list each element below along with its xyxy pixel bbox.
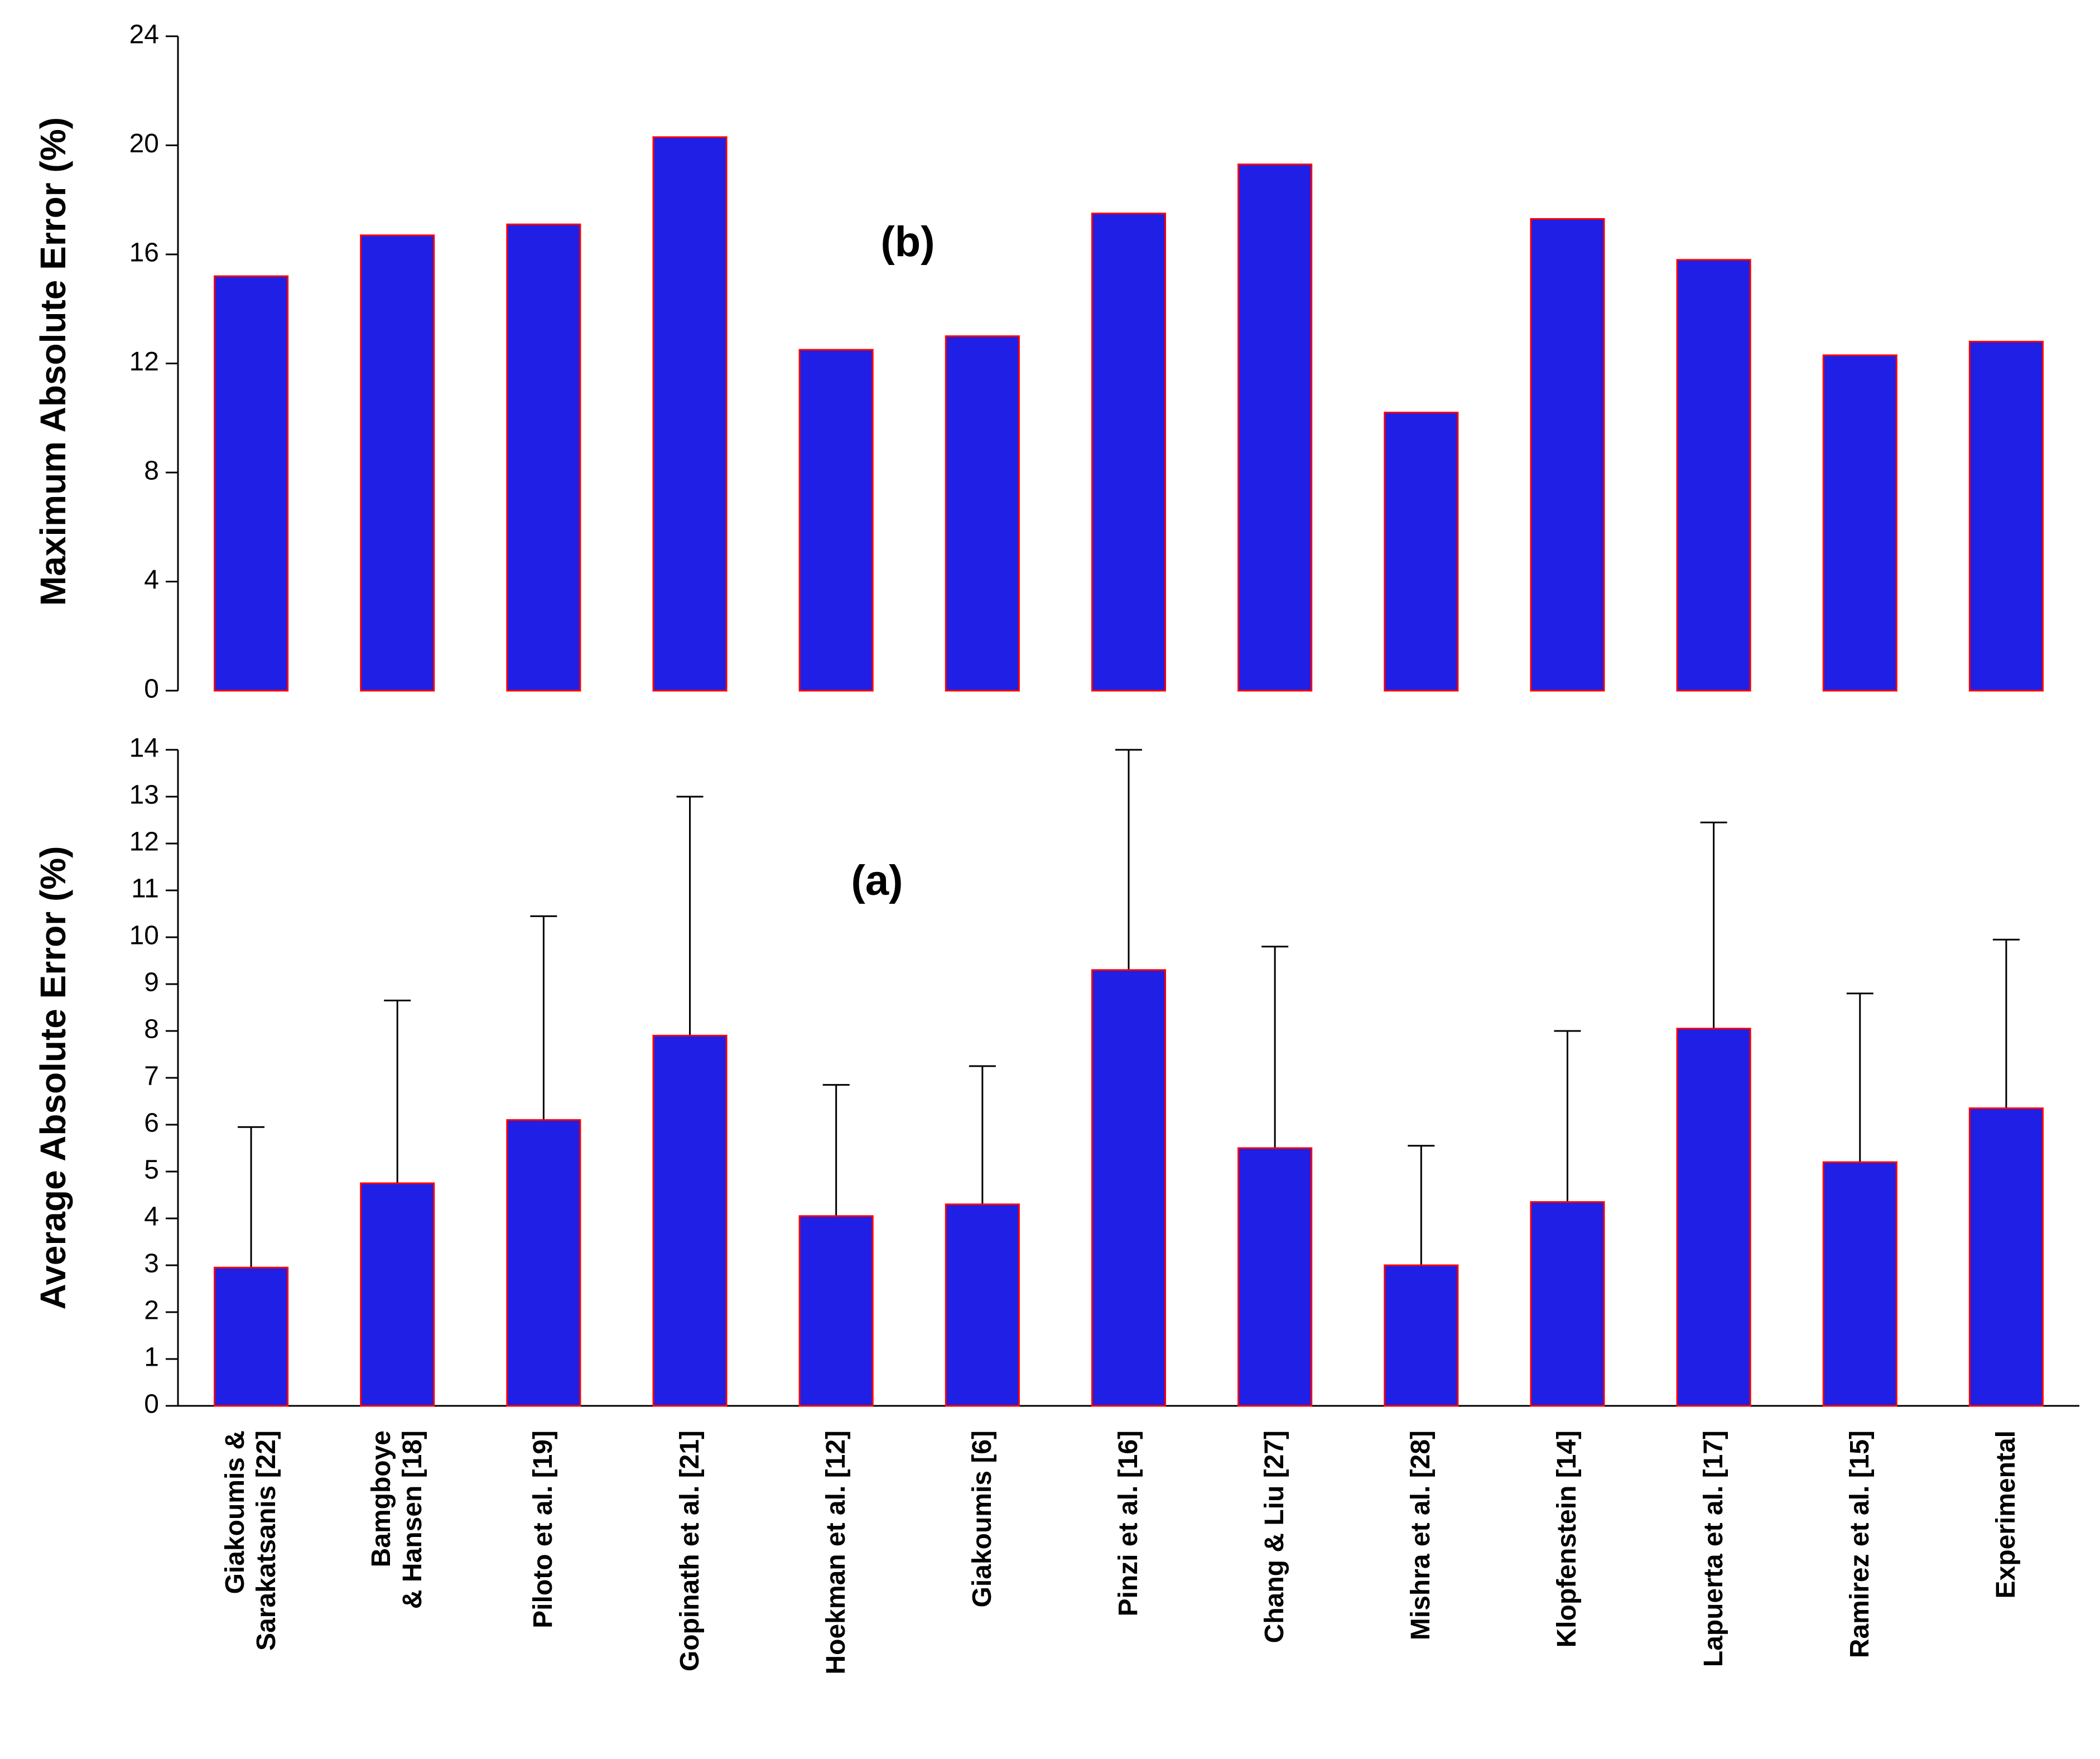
y-tick-label: 3 <box>144 1249 159 1279</box>
bar <box>506 1119 581 1407</box>
x-tick-label: Pinzi et al. [16] <box>1114 1430 1143 1617</box>
x-tick-label: Mishra et al. [28] <box>1406 1430 1436 1641</box>
bar <box>1237 1147 1313 1407</box>
y-tick-label: 24 <box>129 20 159 50</box>
x-tick-label: Piloto et al. [19] <box>528 1430 558 1628</box>
bar <box>1237 163 1313 692</box>
y-tick-label: 4 <box>144 565 159 595</box>
bar <box>1676 259 1751 692</box>
bar <box>360 1182 435 1407</box>
y-tick-label: 11 <box>131 874 159 904</box>
y-tick-label: 0 <box>144 674 159 704</box>
bar <box>1968 1107 2044 1407</box>
y-tick-label: 12 <box>129 827 159 857</box>
bar <box>214 275 289 692</box>
x-tick-label: Ramirez et al. [15] <box>1844 1430 1875 1659</box>
y-tick-label: 4 <box>144 1202 159 1232</box>
bar <box>652 136 728 692</box>
bar <box>1530 218 1605 692</box>
bar <box>506 223 581 692</box>
bar <box>1530 1201 1605 1407</box>
y-tick-label: 14 <box>129 734 159 763</box>
x-tick-label: Klopfenstein [14] <box>1552 1430 1582 1648</box>
y-tick-label: 1 <box>144 1343 159 1372</box>
x-tick-label: Chang & Liu [27] <box>1260 1430 1290 1644</box>
y-tick-label: 5 <box>144 1155 159 1185</box>
x-tick-label: Gopinath et al. [21] <box>675 1430 705 1672</box>
bar <box>945 1203 1020 1407</box>
y-tick-label: 9 <box>144 968 159 997</box>
annotation: (b) <box>880 218 935 266</box>
bar <box>1384 411 1459 692</box>
bar <box>1822 354 1897 692</box>
annotation: (a) <box>851 857 903 904</box>
bar <box>1676 1028 1751 1407</box>
y-tick-label: 12 <box>129 347 159 377</box>
y-tick-label: 16 <box>129 238 159 268</box>
y-axis-title: Maximum Absolute Error (%) <box>33 117 73 606</box>
x-tick-label: Experimental <box>1991 1430 2021 1599</box>
bar <box>945 335 1020 692</box>
bar <box>360 234 435 692</box>
y-axis-title: Average Absolute Error (%) <box>33 846 73 1310</box>
x-tick-label: Giakoumis & Sarakatsanis [22] <box>220 1430 282 1651</box>
y-tick-label: 7 <box>144 1062 159 1091</box>
bar <box>1384 1264 1459 1407</box>
bar <box>1968 340 2044 692</box>
bar <box>798 349 874 692</box>
y-tick-label: 10 <box>129 921 159 951</box>
y-tick-label: 6 <box>144 1109 159 1138</box>
y-tick-label: 2 <box>144 1296 159 1326</box>
bar <box>1091 213 1167 692</box>
x-tick-label: Giakoumis [6] <box>967 1430 997 1608</box>
y-tick-label: 20 <box>129 129 159 158</box>
y-tick-label: 8 <box>144 1015 159 1044</box>
x-tick-label: Lapuerta et al. [17] <box>1698 1430 1728 1668</box>
bar <box>1091 969 1167 1407</box>
x-tick-label: Bamgboye & Hansen [18] <box>367 1430 428 1609</box>
y-tick-label: 0 <box>144 1390 159 1419</box>
bar <box>214 1266 289 1407</box>
bar <box>652 1034 728 1407</box>
bar <box>1822 1161 1897 1407</box>
y-tick-label: 13 <box>129 780 159 810</box>
x-tick-label: Hoekman et al. [12] <box>821 1430 851 1675</box>
bar <box>798 1215 874 1407</box>
y-tick-label: 8 <box>144 456 159 486</box>
